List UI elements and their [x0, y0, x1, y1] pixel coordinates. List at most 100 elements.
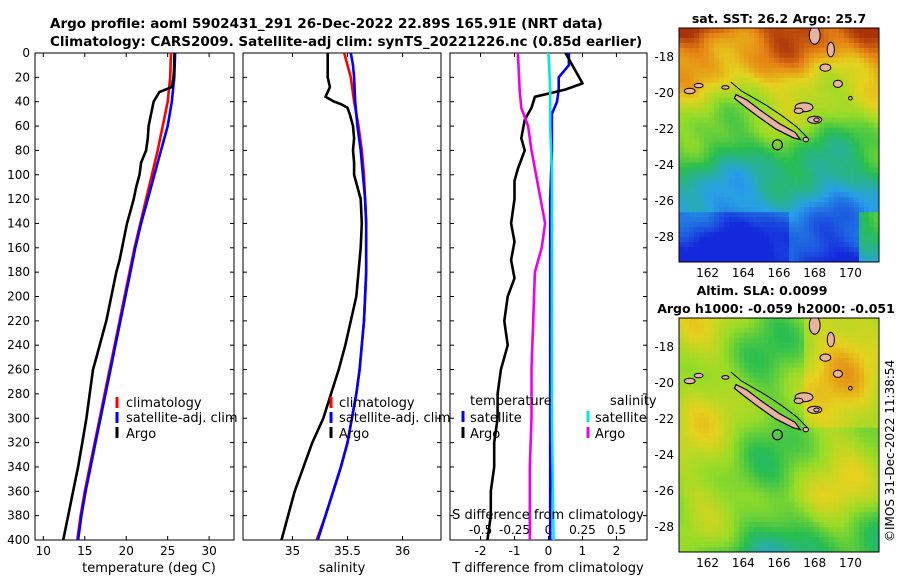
map-x-tick-label: 162 — [696, 266, 719, 280]
heatmap-cell — [764, 432, 770, 438]
heatmap-cell — [699, 387, 705, 394]
heatmap-cell — [824, 247, 830, 253]
heatmap-cell — [719, 417, 725, 423]
heatmap-cell — [679, 427, 685, 433]
heatmap-cell — [794, 77, 800, 84]
heatmap-cell — [854, 427, 860, 433]
heatmap-cell — [799, 342, 805, 349]
heatmap-cell — [764, 107, 770, 114]
heatmap-cell — [854, 112, 860, 119]
y-tick-label: 20 — [15, 70, 30, 84]
heatmap-cell — [859, 542, 865, 548]
heatmap-cell — [689, 82, 695, 89]
heatmap-cell — [844, 352, 850, 359]
heatmap-cell — [764, 92, 770, 99]
heatmap-cell — [799, 387, 805, 394]
heatmap-cell — [864, 392, 870, 399]
heatmap-cell — [819, 72, 825, 79]
heatmap-cell — [859, 87, 865, 94]
heatmap-cell — [714, 77, 720, 84]
heatmap-cell — [704, 487, 710, 493]
heatmap-cell — [694, 142, 700, 148]
heatmap-cell — [684, 112, 690, 119]
heatmap-cell — [779, 172, 785, 178]
heatmap-cell — [864, 482, 870, 488]
heatmap-cell — [814, 182, 820, 188]
heatmap-cell — [689, 337, 695, 344]
heatmap-cell — [699, 322, 705, 329]
heatmap-cell — [784, 252, 790, 258]
heatmap-cell — [749, 442, 755, 448]
heatmap-cell — [754, 152, 760, 158]
heatmap-cell — [744, 332, 750, 339]
heatmap-cell — [694, 327, 700, 334]
heatmap-cell — [859, 422, 865, 428]
heatmap-cell — [679, 212, 685, 218]
heatmap-cell — [829, 362, 835, 369]
heatmap-cell — [719, 407, 725, 413]
heatmap-cell — [799, 232, 805, 238]
heatmap-cell — [689, 352, 695, 359]
heatmap-cell — [754, 547, 760, 552]
heatmap-cell — [689, 92, 695, 99]
heatmap-cell — [729, 472, 735, 478]
heatmap-cell — [859, 47, 865, 54]
heatmap-cell — [854, 87, 860, 94]
heatmap-cell — [779, 367, 785, 374]
heatmap-cell — [854, 72, 860, 79]
heatmap-cell — [844, 117, 850, 123]
heatmap-cell — [854, 417, 860, 423]
heatmap-cell — [694, 252, 700, 258]
heatmap-cell — [749, 537, 755, 543]
heatmap-cell — [784, 412, 790, 418]
heatmap-cell — [739, 142, 745, 148]
heatmap-cell — [694, 457, 700, 463]
heatmap-cell — [869, 362, 875, 369]
heatmap-cell — [864, 132, 870, 138]
heatmap-cell — [709, 37, 715, 44]
heatmap-cell — [824, 102, 830, 109]
heatmap-cell — [869, 67, 875, 74]
heatmap-cell — [824, 467, 830, 473]
heatmap-cell — [789, 532, 795, 538]
heatmap-cell — [814, 482, 820, 488]
heatmap-cell — [724, 132, 730, 138]
heatmap-cell — [719, 237, 725, 243]
heatmap-cell — [699, 332, 705, 339]
heatmap-cell — [734, 217, 740, 223]
heatmap-cell — [784, 477, 790, 483]
heatmap-cell — [874, 452, 879, 458]
heatmap-cell — [814, 507, 820, 513]
heatmap-cell — [809, 162, 815, 168]
heatmap-cell — [734, 207, 740, 213]
heatmap-cell — [684, 332, 690, 339]
heatmap-cell — [709, 352, 715, 359]
heatmap-cell — [834, 207, 840, 213]
heatmap-cell — [814, 497, 820, 503]
heatmap-cell — [689, 117, 695, 123]
heatmap-cell — [789, 102, 795, 109]
heatmap-cell — [759, 537, 765, 543]
heatmap-cell — [854, 377, 860, 384]
heatmap-cell — [709, 117, 715, 123]
heatmap-cell — [734, 407, 740, 413]
heatmap-cell — [874, 392, 879, 399]
heatmap-cell — [774, 522, 780, 528]
heatmap-cell — [864, 237, 870, 243]
heatmap-cell — [744, 257, 750, 262]
heatmap-cell — [834, 547, 840, 552]
heatmap-cell — [794, 217, 800, 223]
heatmap-cell — [689, 412, 695, 418]
heatmap-cell — [789, 232, 795, 238]
heatmap-cell — [799, 187, 805, 193]
heatmap-cell — [819, 318, 825, 324]
heatmap-cell — [764, 357, 770, 364]
heatmap-cell — [829, 367, 835, 374]
heatmap-cell — [724, 472, 730, 478]
heatmap-cell — [689, 407, 695, 413]
heatmap-cell — [864, 157, 870, 163]
heatmap-cell — [829, 542, 835, 548]
heatmap-cell — [799, 472, 805, 478]
heatmap-cell — [799, 542, 805, 548]
heatmap-cell — [809, 157, 815, 163]
